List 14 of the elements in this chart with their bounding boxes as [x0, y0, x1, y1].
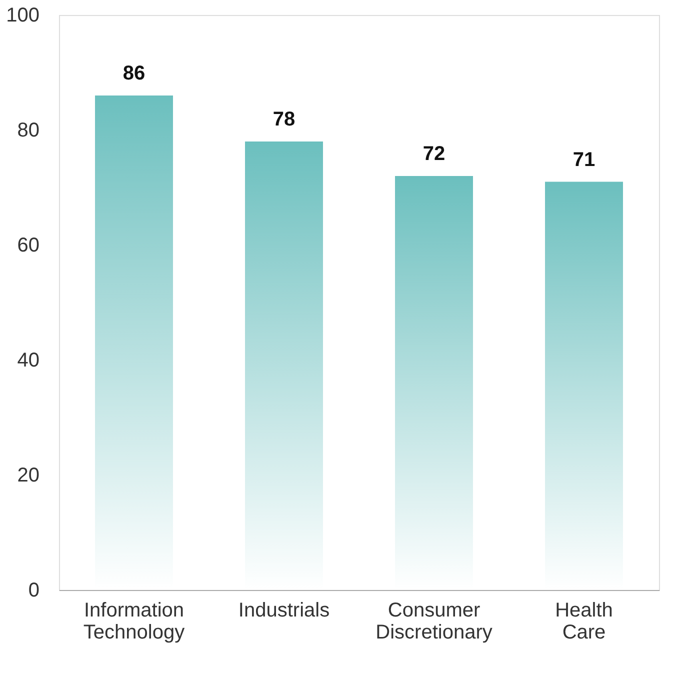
y-tick-label: 80 — [17, 120, 40, 142]
y-tick-label: 0 — [28, 580, 40, 602]
x-tick-label: Information Technology — [83, 600, 185, 644]
data-label: 78 — [272, 108, 296, 130]
data-label: 71 — [572, 148, 596, 171]
x-tick-label: Industrials — [238, 600, 330, 622]
y-tick-label: 40 — [17, 350, 40, 372]
data-label: 86 — [122, 62, 146, 84]
y-tick-label: 100 — [6, 4, 40, 26]
x-tick-label: Health Care — [555, 600, 613, 644]
y-tick-label: 20 — [17, 464, 40, 486]
data-label: 72 — [422, 143, 446, 165]
x-tick-label: Consumer Discretionary — [376, 600, 492, 644]
y-tick-label: 60 — [17, 234, 40, 256]
